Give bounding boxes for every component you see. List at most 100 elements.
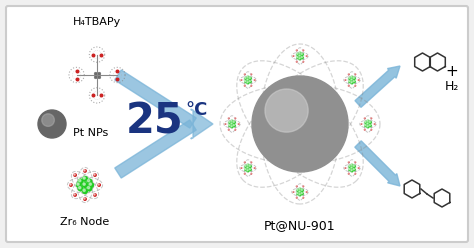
Circle shape — [370, 129, 372, 131]
Circle shape — [357, 167, 360, 169]
Circle shape — [77, 183, 79, 185]
Circle shape — [367, 120, 368, 122]
Circle shape — [350, 164, 354, 167]
Circle shape — [86, 178, 92, 185]
Circle shape — [240, 79, 242, 81]
Circle shape — [350, 76, 354, 79]
Circle shape — [301, 57, 302, 58]
Circle shape — [297, 53, 298, 55]
Circle shape — [353, 165, 356, 168]
Circle shape — [233, 124, 234, 126]
Circle shape — [249, 165, 250, 166]
Circle shape — [366, 122, 370, 126]
Circle shape — [296, 56, 300, 59]
Text: Pt NPs: Pt NPs — [73, 128, 108, 138]
Circle shape — [364, 121, 367, 124]
Circle shape — [74, 194, 75, 195]
Circle shape — [351, 164, 352, 165]
Text: H₂: H₂ — [445, 81, 459, 93]
Circle shape — [73, 193, 77, 197]
Circle shape — [42, 114, 55, 126]
Circle shape — [230, 125, 234, 128]
Circle shape — [345, 79, 346, 80]
Circle shape — [369, 121, 370, 123]
Circle shape — [265, 89, 308, 132]
Circle shape — [301, 53, 304, 56]
Circle shape — [244, 73, 246, 75]
Circle shape — [229, 124, 230, 126]
Circle shape — [351, 170, 352, 171]
Circle shape — [345, 167, 346, 169]
Circle shape — [348, 73, 350, 75]
Circle shape — [297, 189, 298, 190]
Circle shape — [296, 197, 297, 198]
Circle shape — [350, 166, 354, 170]
Circle shape — [89, 183, 91, 185]
Circle shape — [79, 180, 81, 182]
Circle shape — [246, 78, 250, 82]
Circle shape — [298, 52, 301, 55]
Circle shape — [355, 173, 356, 174]
Circle shape — [299, 188, 300, 189]
Circle shape — [247, 76, 248, 77]
Circle shape — [353, 77, 355, 79]
Circle shape — [292, 55, 294, 57]
Circle shape — [296, 192, 300, 195]
Circle shape — [374, 123, 375, 124]
Text: Zr₆ Node: Zr₆ Node — [60, 217, 109, 227]
Circle shape — [244, 165, 247, 168]
Circle shape — [361, 123, 362, 124]
Circle shape — [354, 85, 356, 87]
Circle shape — [302, 185, 304, 187]
Circle shape — [351, 79, 352, 80]
Circle shape — [97, 183, 101, 187]
Circle shape — [234, 129, 237, 131]
Circle shape — [360, 123, 363, 125]
Circle shape — [233, 124, 236, 127]
Circle shape — [306, 55, 307, 56]
Circle shape — [247, 82, 248, 83]
Circle shape — [252, 76, 348, 172]
Circle shape — [296, 197, 298, 199]
Circle shape — [348, 80, 351, 83]
Circle shape — [369, 124, 372, 127]
FancyArrow shape — [115, 70, 196, 128]
Circle shape — [82, 182, 88, 188]
Circle shape — [246, 81, 250, 84]
Circle shape — [245, 81, 246, 82]
Circle shape — [87, 186, 90, 189]
Circle shape — [348, 161, 350, 163]
Circle shape — [369, 121, 372, 124]
Circle shape — [298, 57, 301, 61]
Circle shape — [348, 168, 351, 171]
Circle shape — [301, 53, 302, 55]
Circle shape — [244, 173, 246, 175]
FancyArrow shape — [115, 120, 196, 178]
Circle shape — [245, 77, 246, 79]
Circle shape — [82, 188, 88, 194]
Circle shape — [345, 79, 346, 81]
Text: H₄TBAPy: H₄TBAPy — [73, 17, 121, 27]
Circle shape — [354, 173, 356, 175]
Circle shape — [38, 110, 66, 138]
Circle shape — [88, 182, 94, 188]
Circle shape — [244, 85, 245, 86]
Circle shape — [230, 122, 234, 126]
Text: +: + — [446, 64, 458, 80]
Circle shape — [301, 192, 302, 194]
Circle shape — [250, 73, 252, 75]
Circle shape — [306, 191, 308, 193]
Circle shape — [249, 169, 250, 170]
Circle shape — [244, 85, 246, 87]
Circle shape — [237, 123, 239, 125]
Circle shape — [228, 129, 230, 131]
Circle shape — [351, 167, 352, 168]
FancyArrow shape — [355, 66, 400, 107]
Circle shape — [302, 61, 303, 62]
Circle shape — [366, 125, 370, 128]
Circle shape — [94, 194, 95, 195]
Circle shape — [296, 61, 297, 62]
Circle shape — [248, 168, 252, 171]
Circle shape — [74, 174, 75, 175]
Circle shape — [301, 192, 304, 195]
